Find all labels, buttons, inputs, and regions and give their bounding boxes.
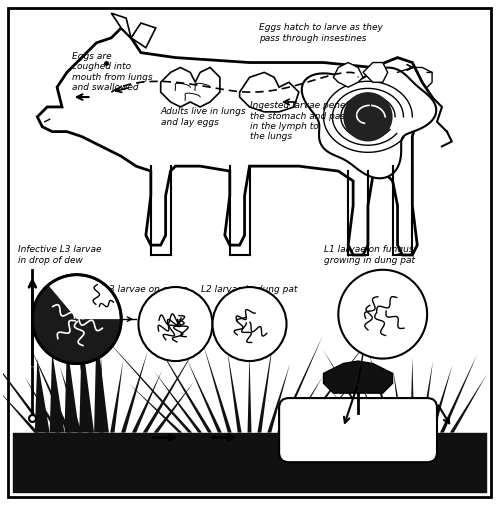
Polygon shape [323, 349, 375, 433]
Polygon shape [94, 329, 109, 433]
Polygon shape [302, 68, 436, 178]
Polygon shape [111, 13, 131, 38]
Polygon shape [79, 336, 94, 433]
Polygon shape [307, 378, 358, 433]
Polygon shape [187, 359, 222, 433]
Polygon shape [440, 355, 477, 433]
Polygon shape [37, 28, 432, 255]
Polygon shape [24, 377, 60, 433]
Polygon shape [132, 371, 162, 433]
Polygon shape [161, 68, 220, 107]
Text: Eggs are
coughed into
mouth from lungs
and swallowed: Eggs are coughed into mouth from lungs a… [72, 52, 153, 92]
Circle shape [213, 287, 286, 361]
Polygon shape [450, 374, 487, 433]
Polygon shape [129, 383, 183, 433]
Polygon shape [331, 391, 365, 433]
Text: Ingested larvae penetrate
the stomach and pass
in the lymph to
the lungs: Ingested larvae penetrate the stomach an… [250, 102, 367, 141]
Polygon shape [240, 72, 299, 112]
Polygon shape [102, 334, 192, 433]
Polygon shape [323, 361, 393, 393]
Polygon shape [297, 334, 373, 433]
Polygon shape [154, 371, 202, 433]
Polygon shape [227, 349, 242, 433]
Text: Infective L3 larvae
in drop of dew: Infective L3 larvae in drop of dew [17, 245, 101, 265]
Polygon shape [121, 350, 148, 433]
Text: Eggs hatch to larve as they
pass through insestines: Eggs hatch to larve as they pass through… [259, 23, 383, 43]
Polygon shape [287, 376, 323, 433]
Polygon shape [50, 351, 64, 433]
Circle shape [343, 92, 393, 141]
Text: L3 larvae on grass: L3 larvae on grass [104, 285, 188, 293]
Polygon shape [203, 344, 232, 433]
Polygon shape [153, 337, 212, 433]
Text: L2 larvae in dung pat: L2 larvae in dung pat [201, 285, 298, 293]
Text: L1 larvae on fungus
growing in dung pat: L1 larvae on fungus growing in dung pat [323, 245, 415, 265]
Polygon shape [154, 382, 194, 433]
Polygon shape [420, 361, 433, 433]
Polygon shape [99, 357, 104, 433]
Polygon shape [0, 344, 49, 433]
FancyBboxPatch shape [279, 398, 437, 462]
Polygon shape [359, 380, 385, 433]
Polygon shape [131, 23, 156, 47]
Polygon shape [363, 63, 388, 82]
Polygon shape [248, 353, 251, 433]
Polygon shape [277, 336, 323, 433]
Polygon shape [64, 344, 79, 433]
Polygon shape [368, 352, 395, 433]
Polygon shape [333, 63, 363, 87]
Polygon shape [35, 359, 50, 433]
Polygon shape [60, 366, 82, 433]
Circle shape [139, 287, 213, 361]
Polygon shape [143, 345, 197, 433]
Polygon shape [30, 347, 71, 433]
Circle shape [32, 275, 121, 364]
Polygon shape [393, 370, 405, 433]
Polygon shape [267, 364, 290, 433]
Polygon shape [0, 388, 38, 433]
Wedge shape [32, 285, 121, 364]
Polygon shape [79, 352, 93, 433]
Polygon shape [110, 361, 123, 433]
Circle shape [338, 270, 427, 359]
Polygon shape [410, 357, 414, 433]
Polygon shape [430, 365, 453, 433]
Polygon shape [257, 341, 273, 433]
FancyBboxPatch shape [7, 8, 492, 497]
Text: Adults live in lungs
and lay eggs: Adults live in lungs and lay eggs [161, 107, 247, 127]
